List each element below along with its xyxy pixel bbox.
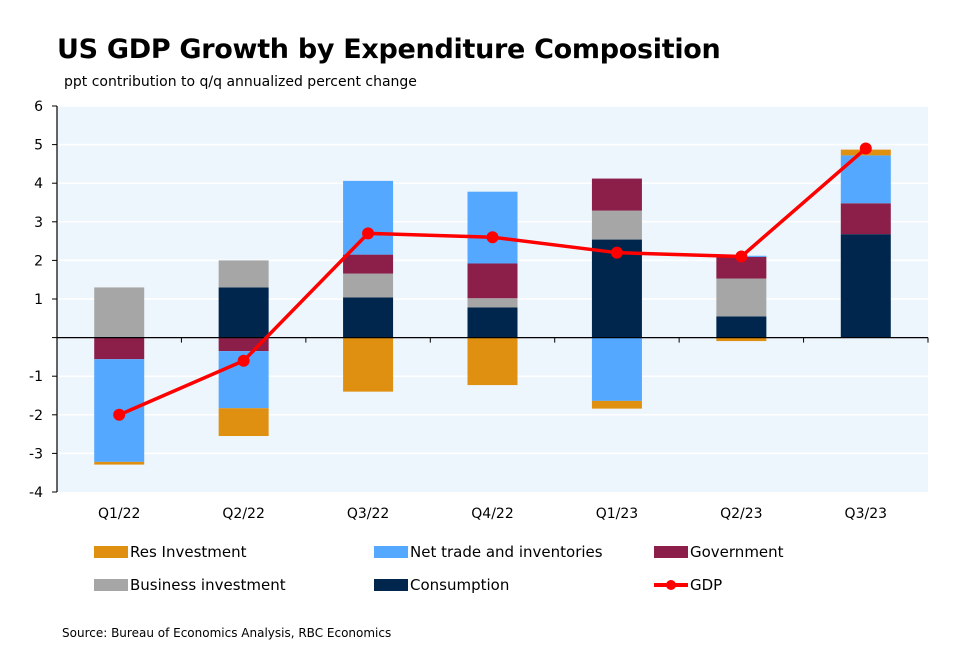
legend-item-net-trade: Net trade and inventories — [374, 543, 603, 561]
bar-consumption — [840, 234, 891, 338]
bar-consumption — [716, 316, 767, 338]
y-tick-label: 6 — [34, 99, 43, 115]
x-tick-labels: Q1/22 Q2/22 Q3/22 Q4/22 Q1/23 Q2/23 Q3/23 — [98, 506, 887, 522]
y-tick-label: -4 — [29, 485, 43, 501]
legend-swatch-government — [654, 546, 688, 558]
y-tick-label: -3 — [29, 446, 43, 462]
x-tick-label: Q1/22 — [98, 506, 140, 522]
bar-government — [467, 263, 518, 299]
axes-group — [52, 105, 929, 493]
gdp-point — [486, 231, 499, 244]
legend-item-res-investment: Res Investment — [94, 543, 247, 561]
bar-net-trade-and-inventories — [343, 180, 394, 255]
y-tick-label: 3 — [34, 215, 43, 231]
gdp-point — [113, 408, 126, 421]
legend-swatch-consumption — [374, 579, 408, 591]
gdp-point — [362, 227, 375, 240]
legend-label-gdp: GDP — [690, 576, 723, 594]
bars-group — [94, 149, 891, 465]
y-tick-label: -2 — [29, 408, 43, 424]
bar-res-investment — [716, 337, 767, 342]
bar-business-investment — [94, 287, 145, 337]
legend-item-gdp: GDP — [654, 576, 722, 594]
y-tick-label: 4 — [34, 176, 43, 192]
gdp-point — [735, 250, 748, 263]
legend-label-net-trade: Net trade and inventories — [410, 543, 603, 561]
bar-government — [840, 203, 891, 235]
bar-res-investment — [343, 337, 394, 392]
bar-government — [591, 178, 642, 211]
legend-swatch-res-investment — [94, 546, 128, 558]
x-tick-label: Q2/22 — [222, 506, 264, 522]
legend-label-consumption: Consumption — [410, 576, 510, 594]
y-tick-labels: 6 5 4 3 2 1 -1 -2 -3 -4 — [29, 99, 43, 501]
x-tick-label: Q4/22 — [471, 506, 513, 522]
legend-label-res-investment: Res Investment — [130, 543, 247, 561]
legend-label-government: Government — [690, 543, 784, 561]
x-tick-label: Q3/23 — [845, 506, 887, 522]
bar-res-investment — [467, 337, 518, 386]
x-tick-label: Q3/22 — [347, 506, 389, 522]
source-note: Source: Bureau of Economics Analysis, RB… — [62, 626, 392, 640]
bar-business-investment — [467, 298, 518, 308]
y-tick-label: -1 — [29, 369, 43, 385]
gdp-point — [610, 246, 623, 259]
bar-consumption — [467, 307, 518, 338]
legend-item-business-investment: Business investment — [94, 576, 286, 594]
bar-business-investment — [343, 273, 394, 298]
legend-swatch-business-investment — [94, 579, 128, 591]
legend-item-government: Government — [654, 543, 784, 561]
bar-res-investment — [218, 408, 269, 437]
bar-government — [94, 337, 145, 360]
legend-swatch-gdp — [654, 579, 688, 591]
legend-item-consumption: Consumption — [374, 576, 509, 594]
chart-subtitle: ppt contribution to q/q annualized perce… — [64, 74, 417, 90]
gdp-line-group — [113, 142, 872, 421]
bar-consumption — [218, 287, 269, 338]
y-tick-label: 1 — [34, 292, 43, 308]
bar-business-investment — [716, 278, 767, 317]
y-tick-label: 2 — [34, 253, 43, 269]
legend-label-business-investment: Business investment — [130, 576, 286, 594]
bar-government — [343, 254, 394, 274]
bar-net-trade-and-inventories — [467, 191, 518, 264]
y-tick-label: 5 — [34, 138, 43, 154]
gdp-point — [237, 354, 250, 367]
bar-res-investment — [591, 400, 642, 409]
bar-consumption — [343, 297, 394, 338]
gdp-point — [859, 142, 872, 155]
bar-net-trade-and-inventories — [591, 337, 642, 401]
x-tick-label: Q1/23 — [596, 506, 638, 522]
chart-title: US GDP Growth by Expenditure Composition — [57, 34, 721, 65]
bar-business-investment — [218, 260, 269, 288]
bar-government — [716, 256, 767, 279]
x-tick-label: Q2/23 — [720, 506, 762, 522]
bar-business-investment — [591, 210, 642, 240]
legend-swatch-net-trade — [374, 546, 408, 558]
bar-res-investment — [94, 461, 145, 465]
